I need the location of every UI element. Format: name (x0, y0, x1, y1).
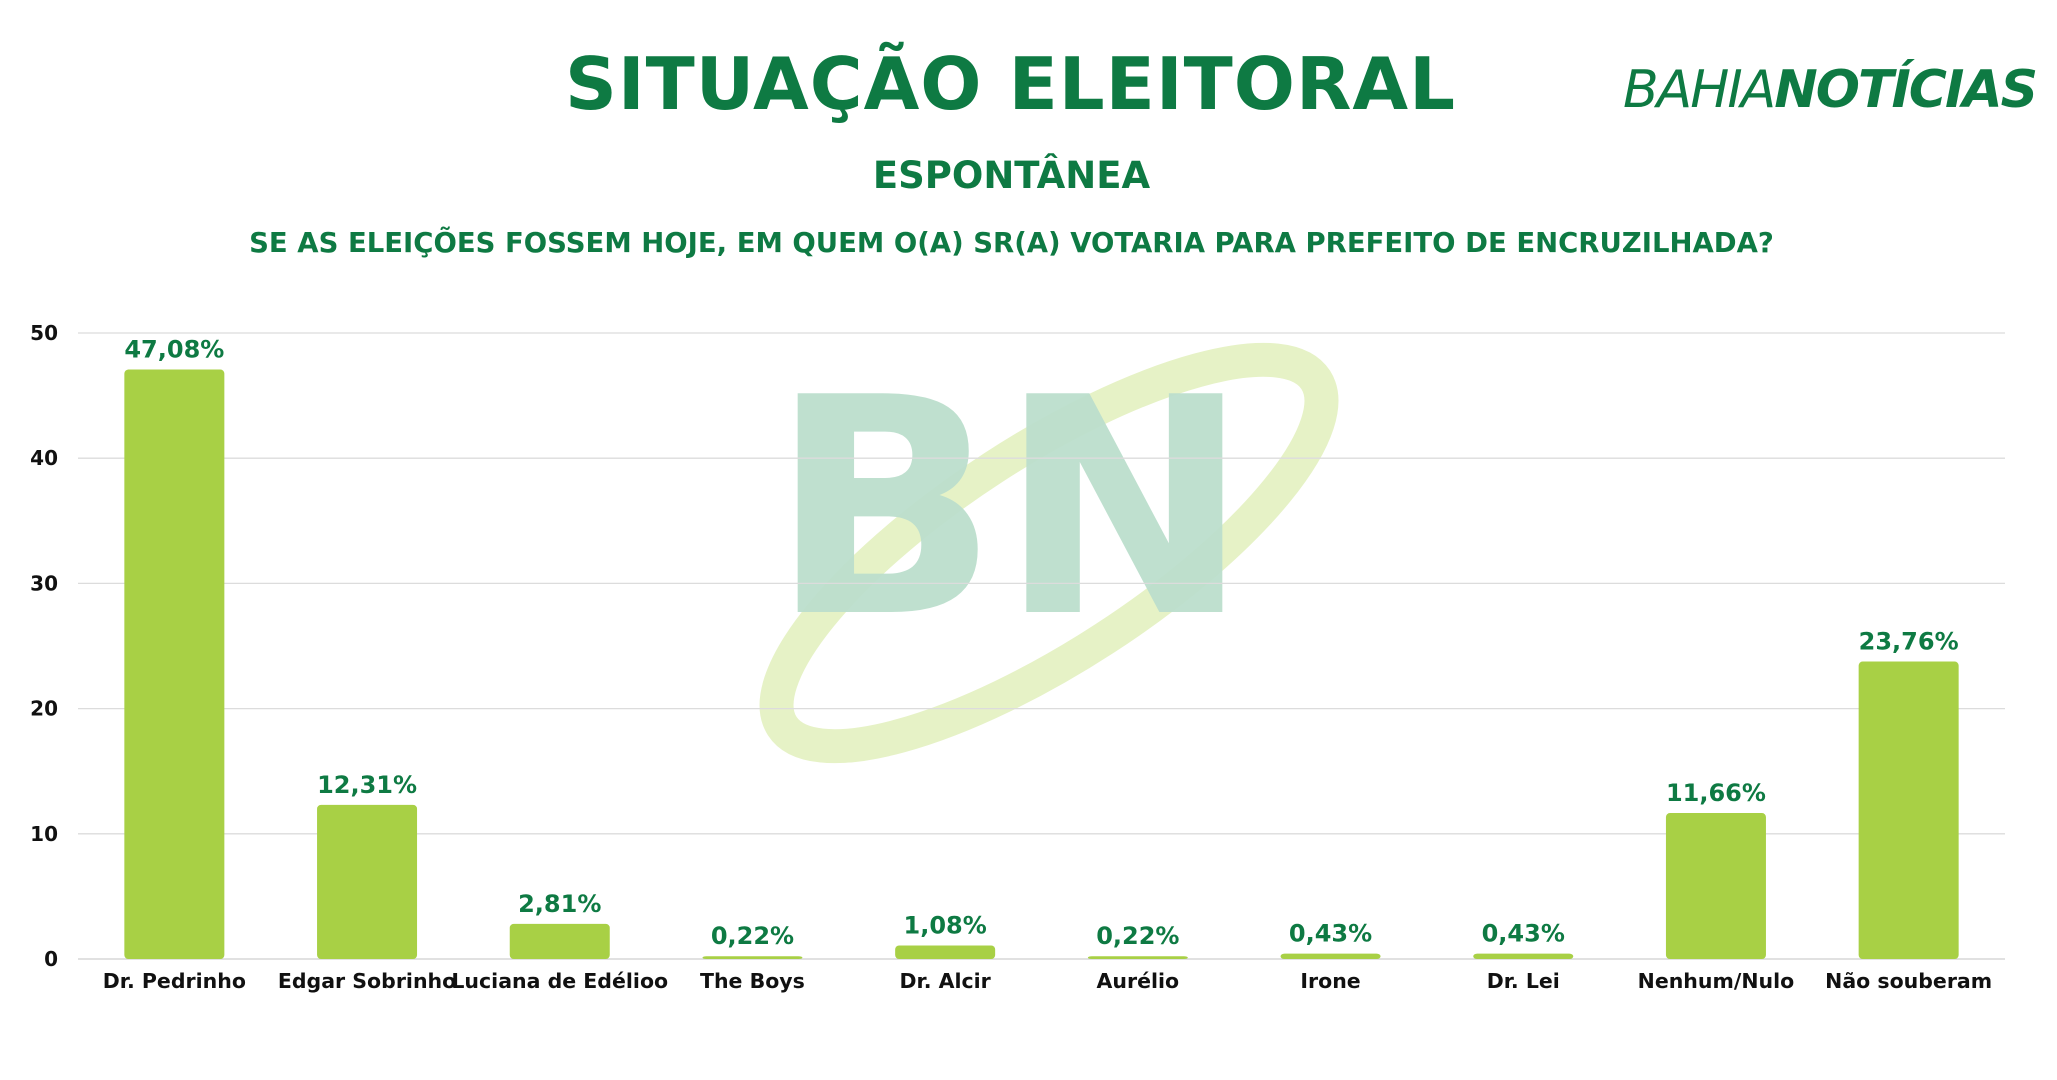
brand-logo-part2: NOTÍCIAS (1774, 60, 2038, 120)
y-tick-label: 30 (30, 571, 58, 595)
question-text: SE AS ELEIÇÕES FOSSEM HOJE, EM QUEM O(A)… (249, 227, 1774, 259)
brand-logo: BAHIANOTÍCIAS (1623, 60, 2038, 120)
data-label: 1,08% (904, 911, 987, 939)
x-tick-label: Luciana de Edélioo (451, 969, 668, 993)
bar (895, 945, 996, 959)
x-tick-label: Dr. Alcir (899, 969, 991, 993)
bar (1473, 953, 1574, 959)
data-label: 2,81% (518, 890, 601, 918)
y-tick-label: 10 (30, 822, 58, 846)
x-tick-label: Não souberam (1825, 969, 1992, 993)
data-label: 23,76% (1859, 628, 1959, 656)
data-labels: 47,08% 12,31% 2,81% 0,22% 1,08% 0,22% 0,43% 0,4… (124, 336, 1958, 951)
survey-question: SE AS ELEIÇÕES FOSSEM HOJE, EM QUEM O(A)… (0, 227, 2057, 259)
bar (124, 369, 225, 959)
x-tick-label: Dr. Lei (1487, 969, 1560, 993)
watermark-logo: BN (759, 334, 1339, 764)
x-tick-label: Dr. Pedrinho (103, 969, 246, 993)
bar (509, 923, 610, 959)
x-tick-label: Aurélio (1097, 969, 1180, 993)
bars (124, 369, 1959, 959)
watermark-swoosh (759, 342, 1339, 764)
data-label: 0,22% (711, 922, 794, 950)
bar (1665, 813, 1766, 959)
y-tick-label: 20 (30, 697, 58, 721)
data-label: 11,66% (1666, 779, 1766, 807)
bar (1280, 953, 1381, 959)
y-tick-label: 0 (44, 947, 58, 971)
subtitle-text: ESPONTÂNEA (872, 154, 1151, 197)
bar (317, 804, 418, 959)
data-label: 0,43% (1482, 920, 1565, 948)
data-label: 12,31% (317, 771, 417, 799)
y-axis: 0 10 20 30 40 50 (30, 321, 58, 971)
chart-title: SITUAÇÃO ELEITORAL (0, 42, 2056, 126)
x-tick-label: Irone (1300, 969, 1360, 993)
x-tick-label: The Boys (700, 969, 805, 993)
brand-logo-part1: BAHIA (1623, 60, 1776, 120)
watermark-letters: BN (770, 334, 1250, 683)
x-tick-label: Nenhum/Nulo (1638, 969, 1795, 993)
bar (1087, 956, 1188, 959)
bar (1858, 661, 1959, 959)
chart-subtitle: ESPONTÂNEA (0, 154, 2057, 197)
y-tick-label: 50 (30, 321, 58, 345)
y-tick-label: 40 (30, 446, 58, 470)
bar (702, 956, 803, 959)
data-label: 47,08% (124, 336, 224, 364)
data-label: 0,22% (1096, 922, 1179, 950)
x-tick-label: Edgar Sobrinho (278, 969, 456, 993)
data-label: 0,43% (1289, 920, 1372, 948)
title-text: SITUAÇÃO ELEITORAL (565, 42, 1456, 126)
